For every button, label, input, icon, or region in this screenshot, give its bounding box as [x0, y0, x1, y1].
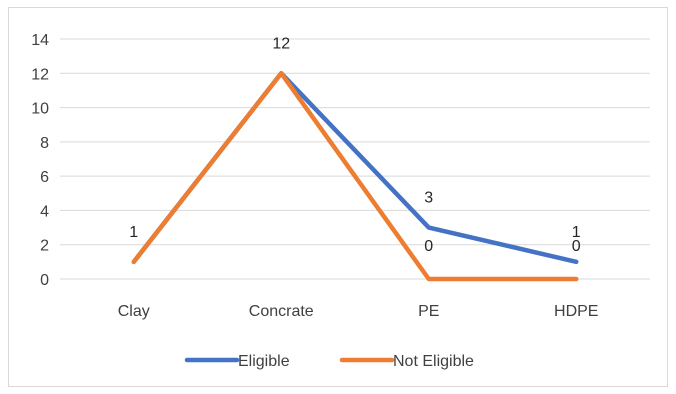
x-tick-label: Concrate — [249, 303, 314, 320]
y-tick-label: 10 — [31, 101, 49, 118]
data-label: 0 — [424, 238, 433, 255]
x-tick-label: PE — [418, 303, 439, 320]
y-tick-label: 14 — [31, 32, 49, 49]
x-tick-label: HDPE — [554, 303, 598, 320]
data-label: 12 — [272, 35, 290, 52]
y-tick-label: 4 — [40, 203, 49, 220]
y-tick-label: 8 — [40, 135, 49, 152]
series-line-not-eligible — [131, 71, 579, 282]
data-label: 1 — [129, 224, 138, 241]
legend-label: Not Eligible — [393, 353, 474, 370]
chart-frame — [8, 7, 668, 387]
data-label: 0 — [572, 238, 581, 255]
y-tick-label: 6 — [40, 169, 49, 186]
series-line-eligible — [131, 71, 579, 265]
data-label: 1 — [572, 224, 581, 241]
y-tick-label: 12 — [31, 66, 49, 83]
y-tick-label: 0 — [40, 272, 49, 289]
x-tick-label: Clay — [118, 303, 150, 320]
legend-label: Eligible — [238, 353, 290, 370]
data-label: 3 — [424, 190, 433, 207]
y-tick-label: 2 — [40, 238, 49, 255]
